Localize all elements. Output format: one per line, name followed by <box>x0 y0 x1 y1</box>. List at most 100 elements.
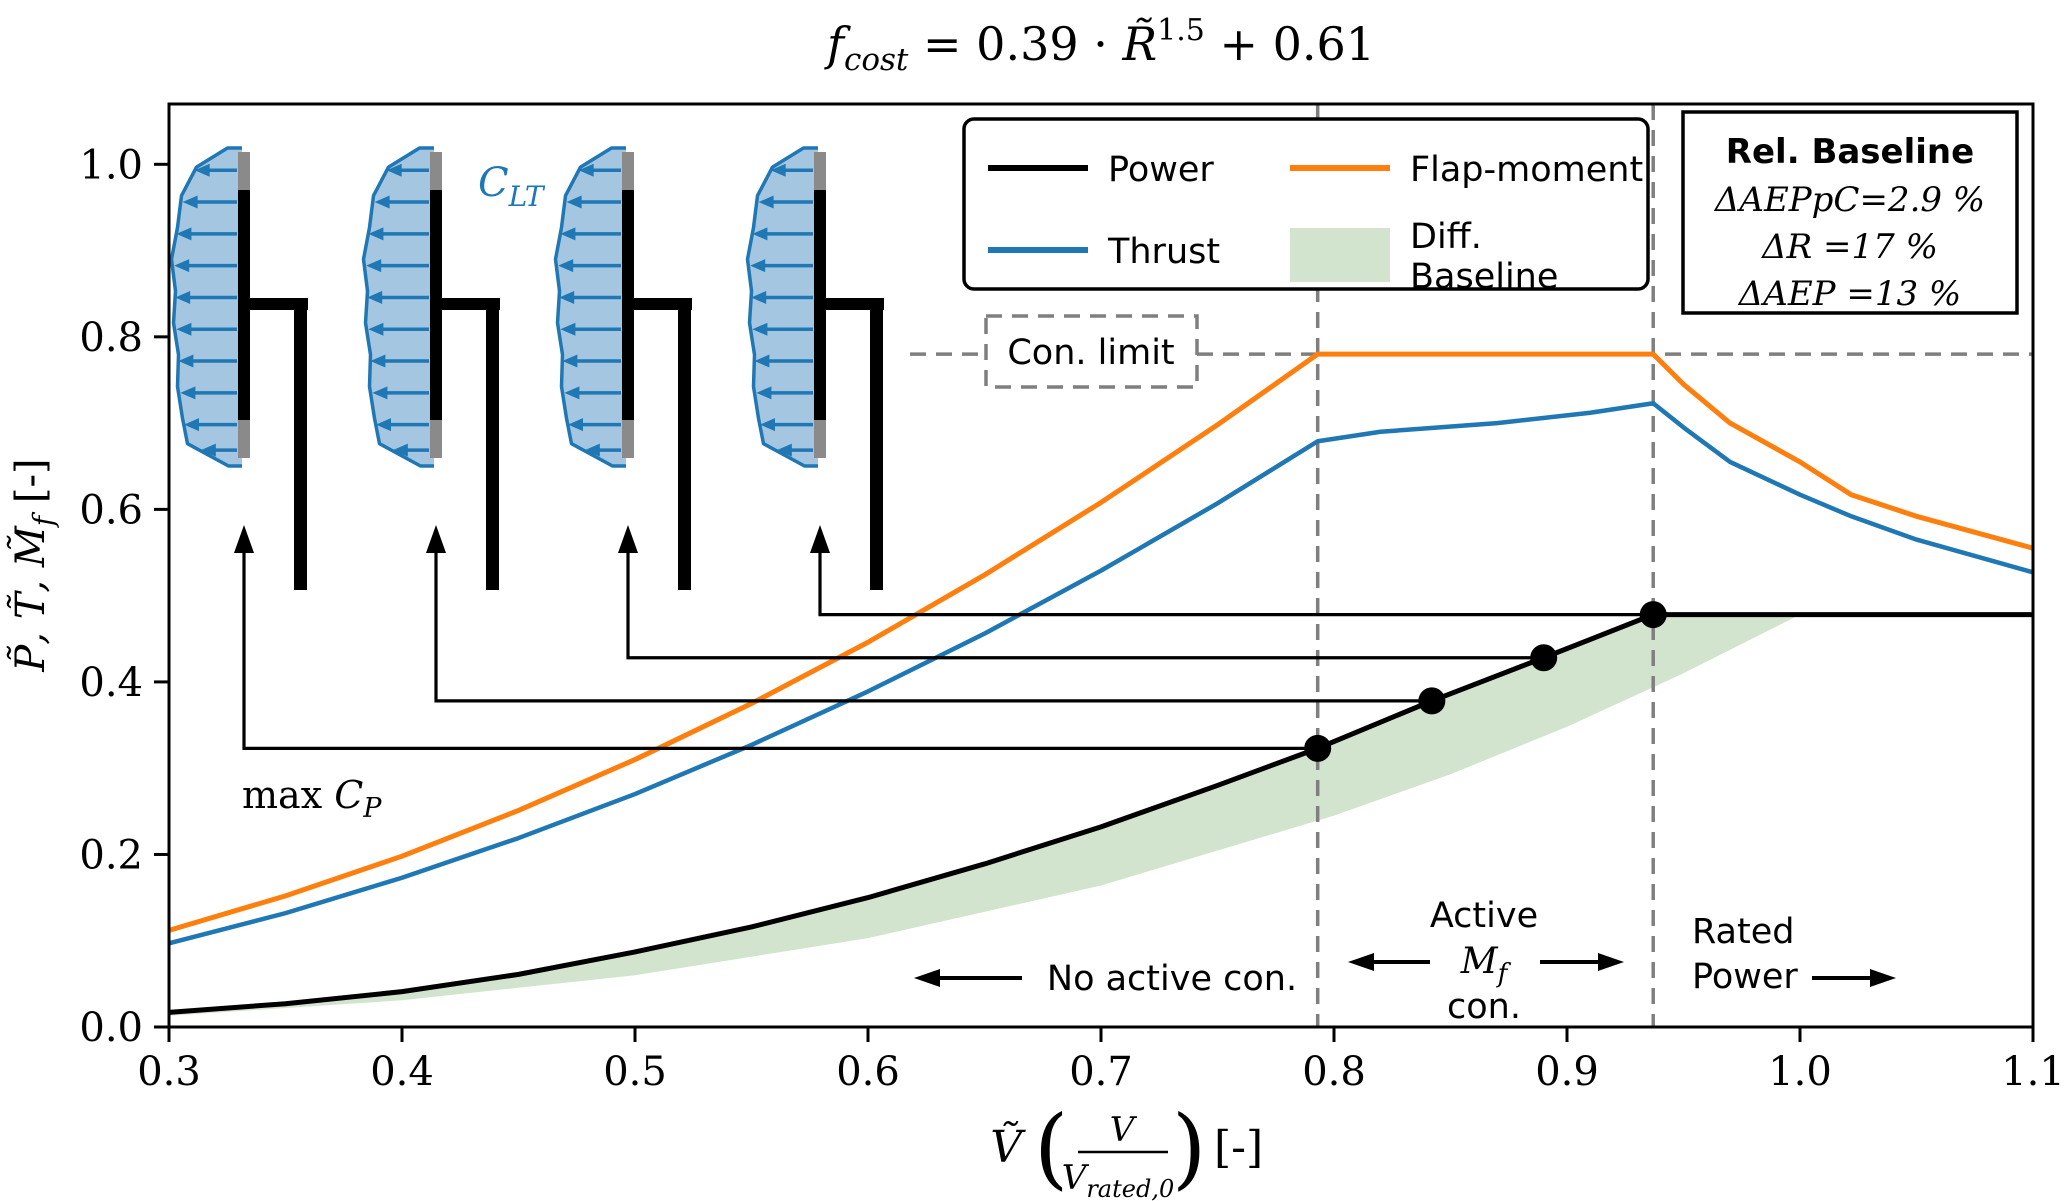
load-arrow-head-icon <box>370 354 386 368</box>
x-tick-label: 0.9 <box>1535 1049 1599 1095</box>
load-arrow-head-icon <box>754 354 770 368</box>
blade-load-inset <box>745 146 884 590</box>
operating-point-dot <box>1304 734 1332 762</box>
load-arrow-head-icon <box>562 354 578 368</box>
tower <box>870 298 883 590</box>
load-arrow-head-icon <box>180 386 196 400</box>
blade-connector-arrows-layer <box>234 525 1654 750</box>
flap-moment-curve <box>168 351 2034 933</box>
load-arrow-head-icon <box>366 259 382 273</box>
load-distribution-outline <box>553 146 626 468</box>
blade-tip-top <box>814 152 826 190</box>
blade-tip-bottom <box>814 420 826 458</box>
no-active-con-label: No active con. <box>1047 959 1297 999</box>
active-right-arrow-head-icon <box>1598 953 1624 971</box>
load-arrow-head-icon <box>175 290 191 304</box>
x-label-close-paren: ) <box>1172 1096 1206 1199</box>
legend-diff-baseline-patch-icon <box>1290 228 1390 282</box>
load-arrow-head-icon <box>578 163 594 177</box>
x-label-v: Ṽ <box>990 1120 1026 1173</box>
blade-load-inset <box>361 146 500 590</box>
load-arrow-head-icon <box>564 386 580 400</box>
y-axis-label: P̃, T̃, M̃f [-] <box>7 458 60 672</box>
con-limit-box-border <box>984 314 1199 389</box>
load-arrow-head-icon <box>176 322 192 336</box>
rel-baseline-title: Rel. Baseline <box>1726 132 1974 172</box>
load-distribution-outline <box>169 146 242 468</box>
load-distribution-fill <box>171 148 242 466</box>
x-tick-label: 0.5 <box>603 1049 667 1095</box>
blade-load-insets-layer <box>169 146 884 590</box>
x-tick-label: 0.7 <box>1069 1049 1133 1095</box>
curves-layer <box>168 351 2034 1015</box>
y-tick-label: 0.8 <box>79 315 143 361</box>
load-arrow-head-icon <box>776 443 792 457</box>
load-arrow-head-icon <box>368 227 384 241</box>
load-arrow-head-icon <box>386 163 402 177</box>
blade-tip-bottom <box>430 420 442 458</box>
blade-tip-top <box>622 152 634 190</box>
no-active-left-arrow-head-icon <box>914 969 940 987</box>
blade-tip-top <box>430 152 442 190</box>
x-tick-label: 1.1 <box>2001 1049 2065 1095</box>
load-arrow-head-icon <box>751 290 767 304</box>
tower <box>294 298 307 590</box>
hub-arm <box>244 298 308 310</box>
load-distribution-outline <box>745 146 818 468</box>
con-limit-box: Con. limit <box>984 314 1199 389</box>
load-arrow-head-icon <box>758 195 774 209</box>
load-arrow-head-icon <box>176 227 192 241</box>
hub-arm <box>820 298 884 310</box>
power-curve <box>168 612 2033 1015</box>
load-arrow-head-icon <box>178 354 194 368</box>
rated-label-line1: Rated <box>1692 912 1794 952</box>
blade-tip-bottom <box>238 420 250 458</box>
diff-baseline-fill-layer <box>169 614 1800 1016</box>
x-axis-label: Ṽ ( V Vrated,0 ) [-] <box>990 1096 1263 1201</box>
diff-baseline-fill <box>169 614 1800 1016</box>
active-left-arrow-head-icon <box>1348 953 1374 971</box>
load-arrow-head-icon <box>174 259 190 273</box>
blade-load-inset <box>553 146 692 590</box>
load-arrow-head-icon <box>566 195 582 209</box>
operating-point-dot <box>1530 644 1558 672</box>
load-arrow-head-icon <box>374 195 390 209</box>
blade-connector-line <box>434 549 1432 703</box>
load-arrow-head-icon <box>558 259 574 273</box>
load-arrow-head-icon <box>368 322 384 336</box>
plot-border <box>167 102 2035 1029</box>
load-arrow-head-icon <box>182 195 198 209</box>
x-tick-label: 0.8 <box>1302 1049 1366 1095</box>
blade-tip-bottom <box>622 420 634 458</box>
load-arrow-head-icon <box>752 322 768 336</box>
load-distribution-fill <box>747 148 818 466</box>
blade-connector-arrow-head-icon <box>426 525 446 553</box>
legend-diff-label-line1: Diff. <box>1410 217 1482 257</box>
clt-label: CLT <box>478 160 546 213</box>
active-label-line1: Active <box>1430 896 1538 936</box>
load-arrow-head-icon <box>760 418 775 432</box>
x-tick-label: 1.0 <box>1768 1049 1832 1095</box>
operating-point-dot <box>1418 687 1446 715</box>
load-arrow-head-icon <box>372 386 388 400</box>
load-arrow-head-icon <box>770 163 786 177</box>
load-arrow-head-icon <box>392 443 408 457</box>
x-label-units: [-] <box>1214 1122 1263 1173</box>
load-arrow-head-icon <box>184 418 199 432</box>
x-tick-label: 0.6 <box>836 1049 900 1095</box>
legend-border <box>962 117 1650 291</box>
load-arrow-head-icon <box>376 418 391 432</box>
y-tick-label: 0.6 <box>79 487 143 533</box>
hub-arm <box>628 298 692 310</box>
legend: Power Thrust Flap-moment Diff. Baseline <box>962 117 1650 297</box>
legend-diff-label-line2: Baseline <box>1410 257 1558 297</box>
load-arrow-head-icon <box>367 290 383 304</box>
load-arrow-head-icon <box>756 386 772 400</box>
y-tick-label: 1.0 <box>79 142 143 188</box>
thrust-curve <box>168 401 2034 946</box>
x-label-open-paren: ( <box>1034 1096 1068 1199</box>
x-label-denominator: Vrated,0 <box>1062 1158 1174 1201</box>
load-arrow-head-icon <box>752 227 768 241</box>
